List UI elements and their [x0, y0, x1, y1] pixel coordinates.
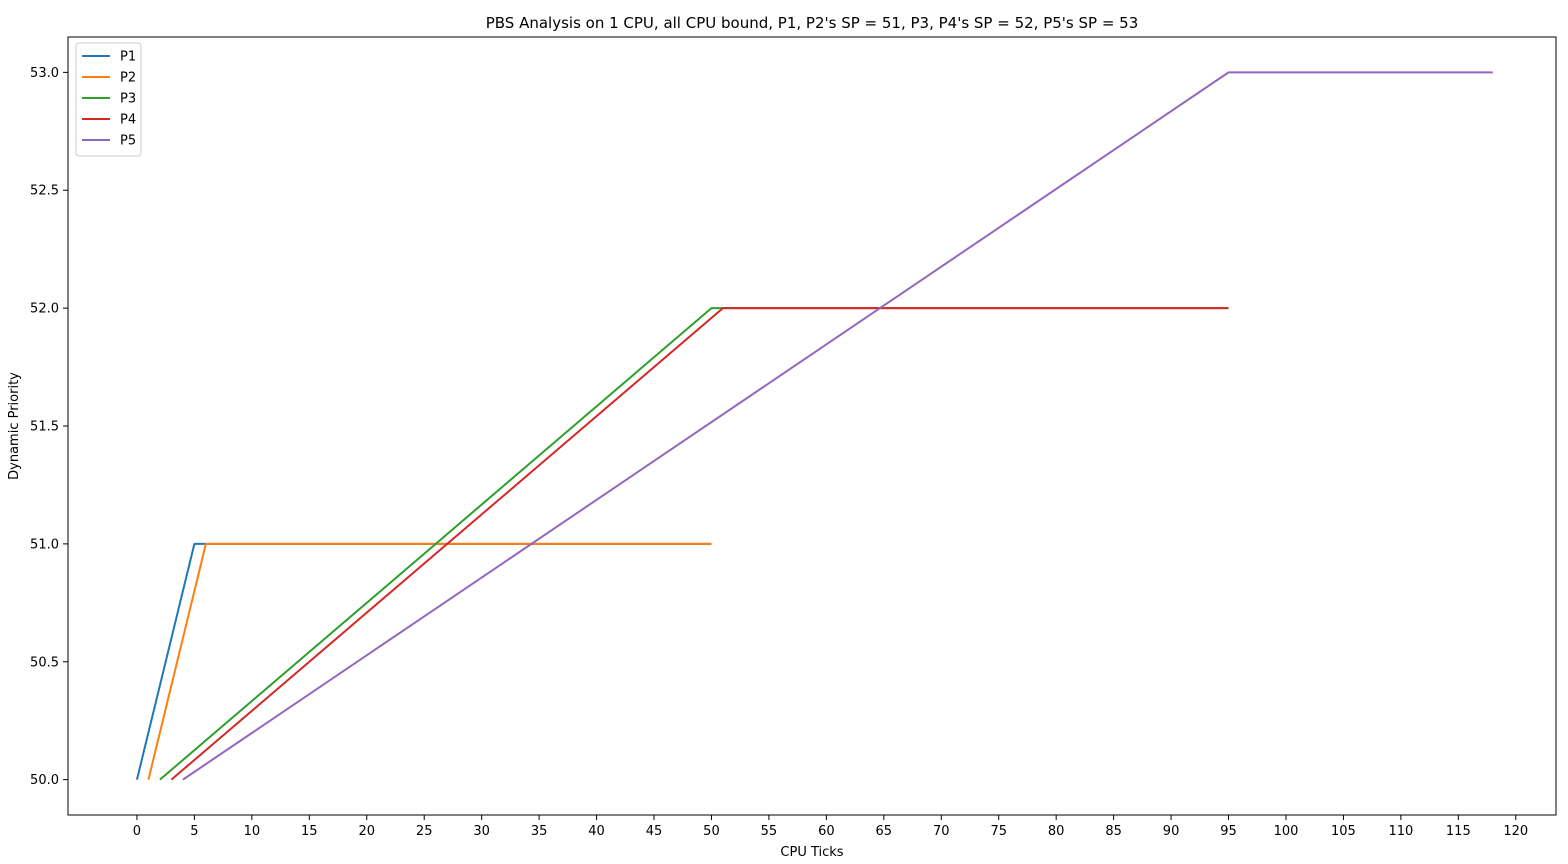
x-tick-label: 100 [1274, 824, 1299, 839]
x-tick-label: 55 [761, 824, 778, 839]
y-tick-label: 53.0 [30, 66, 59, 81]
x-tick-label: 50 [703, 824, 720, 839]
y-tick-label: 51.0 [30, 537, 59, 552]
x-tick-label: 45 [646, 824, 663, 839]
x-tick-label: 75 [990, 824, 1007, 839]
x-tick-label: 120 [1503, 824, 1528, 839]
x-tick-label: 60 [818, 824, 835, 839]
x-tick-label: 15 [301, 824, 318, 839]
x-tick-label: 105 [1331, 824, 1356, 839]
x-tick-label: 25 [416, 824, 433, 839]
y-tick-label: 50.5 [30, 655, 59, 670]
x-tick-label: 110 [1388, 824, 1413, 839]
y-axis-label: Dynamic Priority [7, 372, 22, 480]
x-axis-label: CPU Ticks [780, 845, 843, 860]
x-tick-label: 0 [133, 824, 141, 839]
series-line-p2 [147, 542, 712, 780]
legend-label-p1: P1 [120, 50, 136, 65]
x-tick-label: 115 [1446, 824, 1471, 839]
x-tick-label: 80 [1048, 824, 1065, 839]
x-tick-label: 10 [244, 824, 261, 839]
x-tick-label: 70 [933, 824, 950, 839]
x-tick-label: 5 [190, 824, 198, 839]
legend-box [75, 42, 142, 157]
legend: P1 P2 P3 P4 P5 [75, 42, 142, 157]
legend-label-p2: P2 [120, 71, 136, 86]
x-tick-label: 20 [358, 824, 375, 839]
series-line-p5 [182, 71, 1493, 781]
y-tick-label: 52.5 [30, 184, 59, 199]
x-tick-label: 90 [1163, 824, 1180, 839]
legend-label-p5: P5 [120, 134, 136, 149]
series-line-p4 [170, 307, 1229, 781]
x-tick-label: 65 [876, 824, 893, 839]
plot-area-frame [67, 36, 1557, 816]
series-line-p1 [135, 542, 712, 780]
chart-title: PBS Analysis on 1 CPU, all CPU bound, P1… [486, 14, 1139, 32]
x-tick-label: 40 [588, 824, 605, 839]
y-tick-label: 50.0 [30, 773, 59, 788]
x-axis: 0 5 10 15 20 25 30 35 40 45 50 55 60 65 70 75 80 85 90 95 10… [133, 815, 1528, 839]
legend-label-p3: P3 [120, 92, 136, 107]
legend-label-p4: P4 [120, 113, 136, 128]
series-lines [135, 71, 1493, 781]
y-tick-label: 52.0 [30, 302, 59, 317]
y-tick-label: 51.5 [30, 420, 59, 435]
x-tick-label: 35 [531, 824, 548, 839]
x-tick-label: 30 [473, 824, 490, 839]
y-axis: 50.0 50.5 51.0 51.5 52.0 52.5 53.0 [30, 66, 68, 788]
x-tick-label: 95 [1220, 824, 1237, 839]
x-tick-label: 85 [1105, 824, 1122, 839]
